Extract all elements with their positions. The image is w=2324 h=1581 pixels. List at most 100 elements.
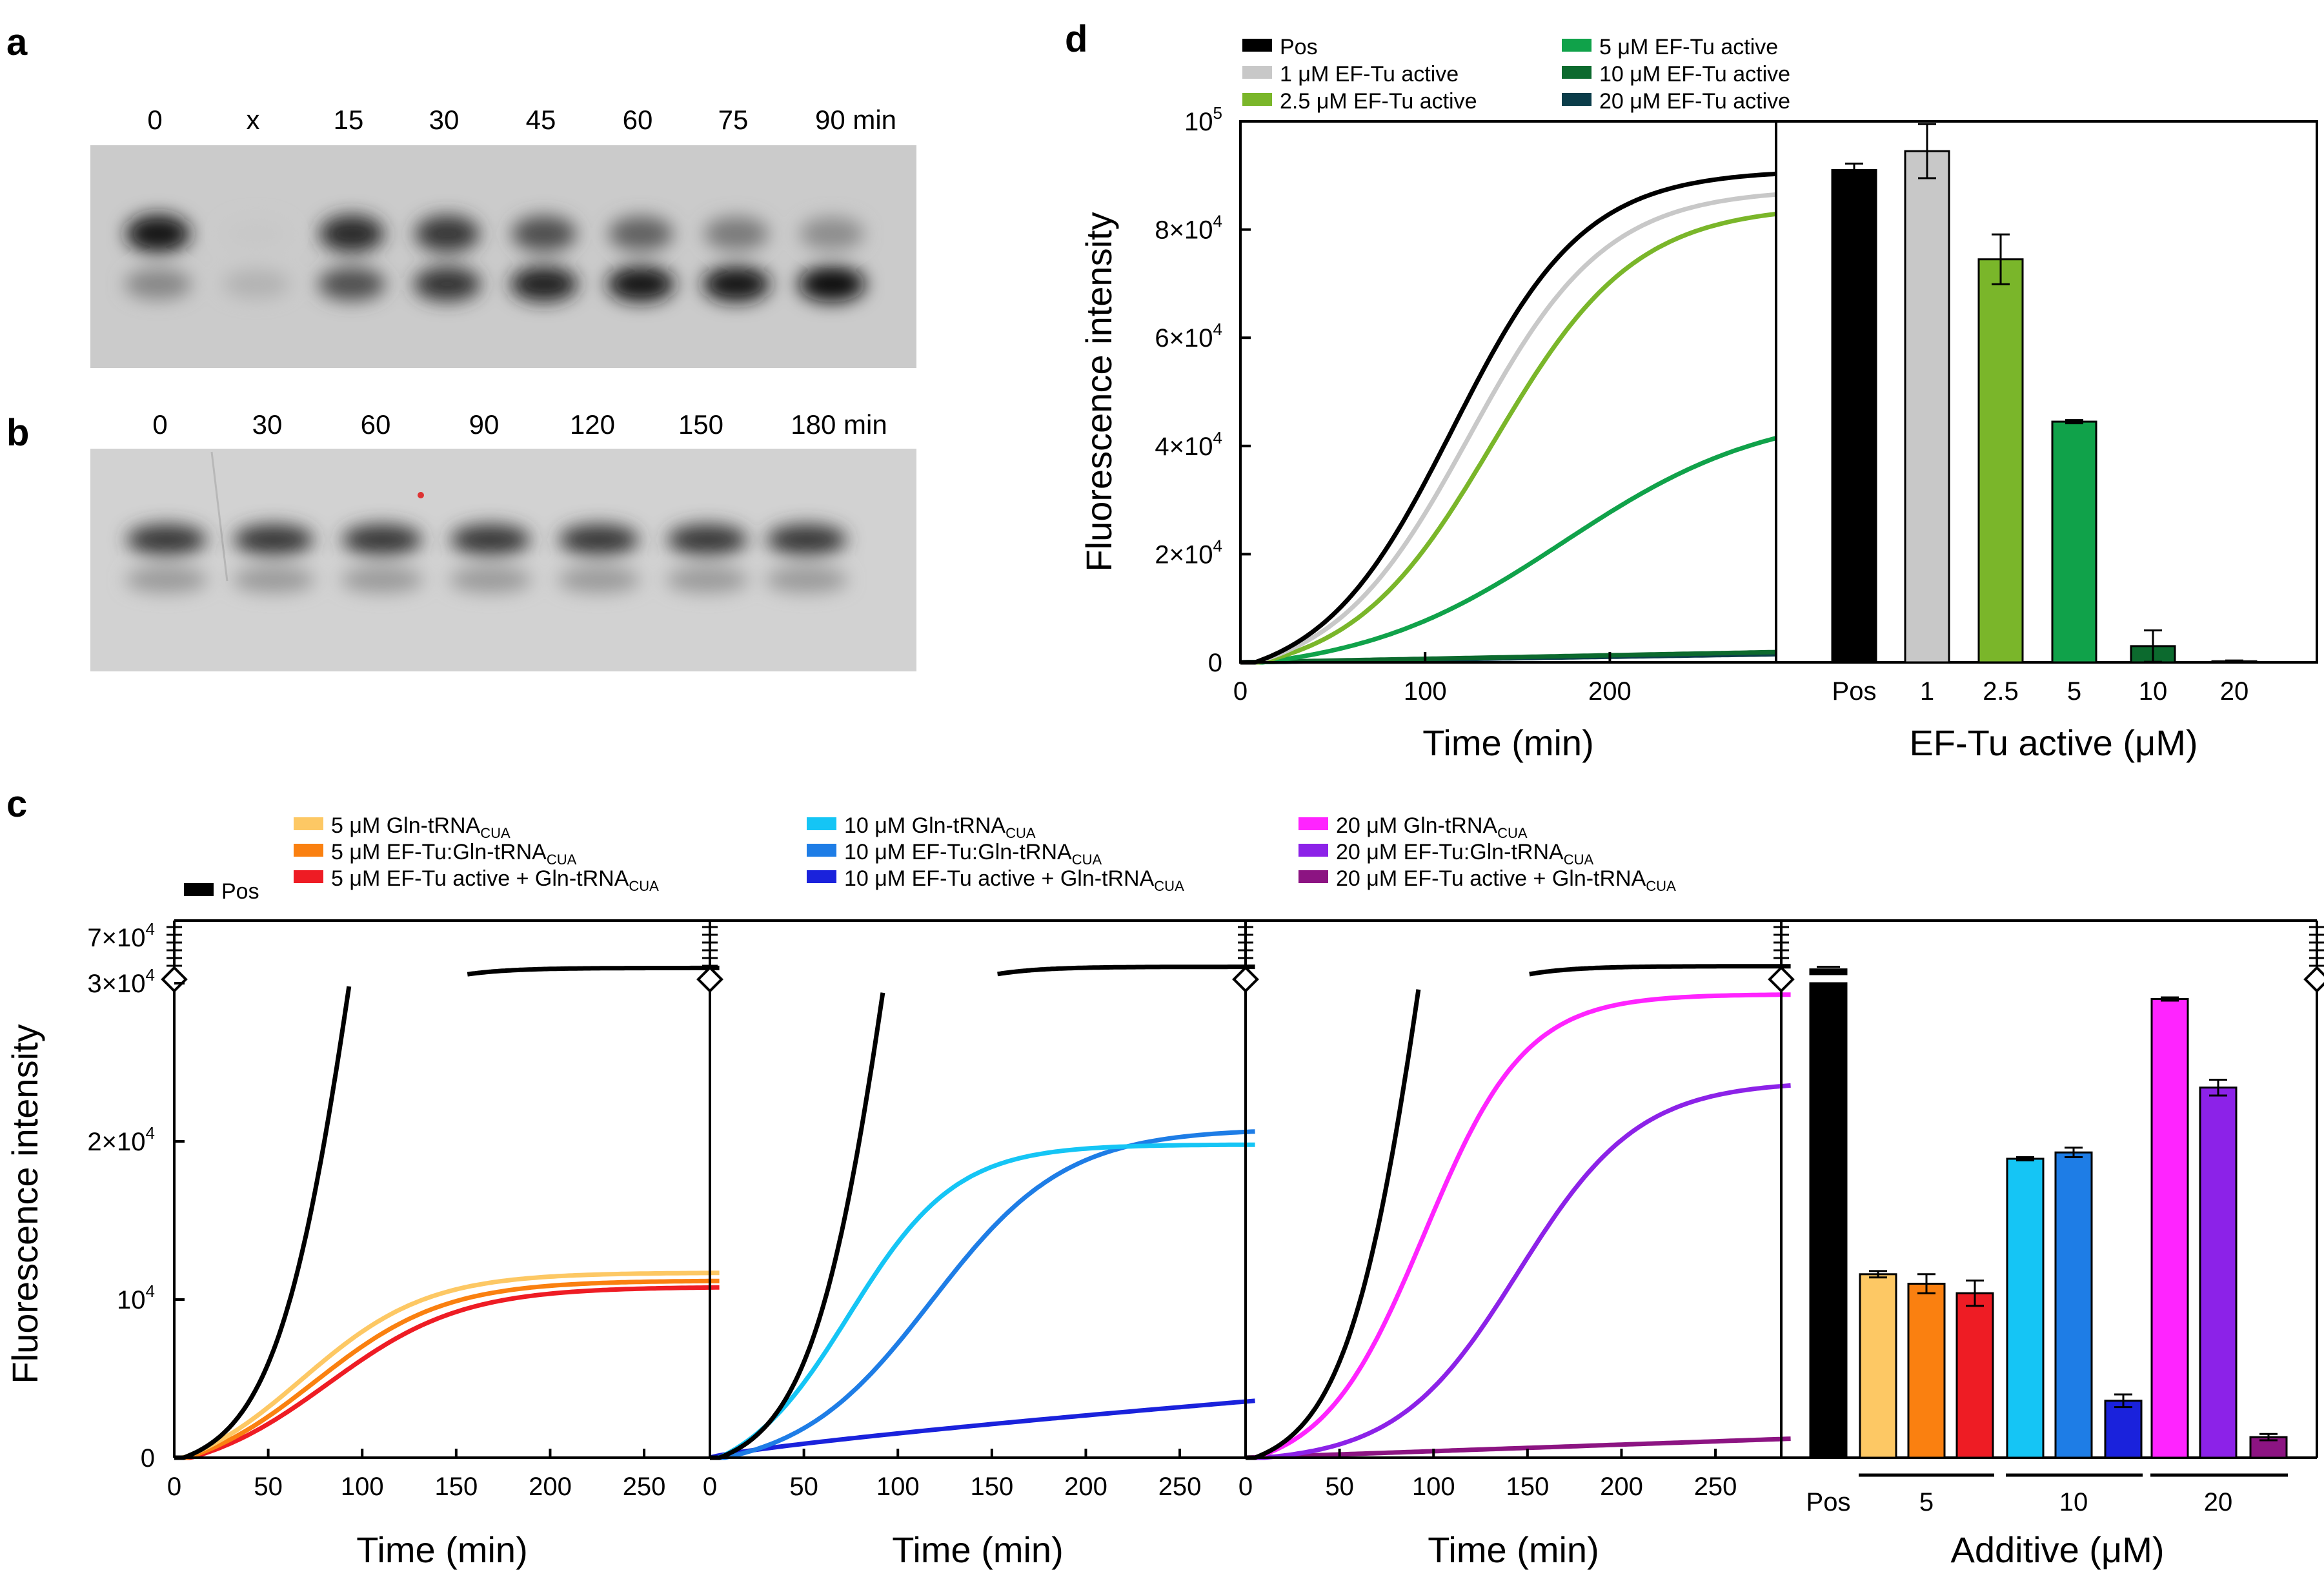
- d-xtick-label: 0: [1233, 677, 1248, 706]
- c-ytick-label: 3×104: [87, 965, 155, 998]
- line-c-c_5_gln: [174, 1270, 720, 1460]
- legend-c-swatch: [1298, 817, 1328, 830]
- legend-d-swatch: [1242, 66, 1272, 79]
- gel-b-lower-band: [558, 567, 640, 593]
- chart-d-bar-xlabel: EF-Tu active (μM): [1909, 722, 2198, 763]
- chart-c-ylabel: Fluorescence intensity: [5, 1024, 45, 1383]
- c-xtick-label: 50: [789, 1473, 818, 1501]
- line-c-c_20_eftu_gln: [1246, 1083, 1791, 1460]
- chart-c-bar-xlabel: Additive (μM): [1951, 1529, 2165, 1570]
- line-c-pos: [1245, 989, 1421, 1460]
- legend-d-swatch: [1562, 39, 1591, 52]
- d-bar-category-label: 10: [2139, 677, 2168, 706]
- line-c-c_10_gln: [710, 1142, 1255, 1460]
- panel-label-c: c: [6, 783, 27, 825]
- legend-c-label: 10 μM EF-Tu:Gln-tRNACUA: [844, 840, 1102, 868]
- chart-d-line: 0 2×104 4×104 6×104 8×104 105 0 100 200 Fluoresc…: [1078, 103, 1777, 763]
- legend-d-label: 5 μM EF-Tu active: [1599, 35, 1778, 59]
- legend-c-swatch: [294, 870, 323, 883]
- bar-c-c_5_eftu_gln: [1907, 1283, 1946, 1459]
- gel-b-upper-band: [667, 524, 747, 555]
- gel-b-lower-band: [232, 567, 315, 593]
- gel-b-lane-label: 30: [252, 409, 283, 440]
- gel-b-background: [90, 449, 916, 671]
- c-ytick-label: 7×104: [87, 919, 155, 952]
- legend-d-label: Pos: [1280, 35, 1318, 59]
- line-c-pos: [997, 964, 1256, 977]
- bar-d-d_5: [2051, 420, 2097, 664]
- gel-b-upper-band: [450, 524, 530, 555]
- legend-d-swatch: [1562, 93, 1591, 106]
- gel-a-lower-band: [703, 266, 770, 302]
- c-xtick-label: 100: [876, 1473, 920, 1501]
- legend-d-label: 1 μM EF-Tu active: [1280, 62, 1459, 87]
- c-xlabel: Time (min): [356, 1529, 527, 1570]
- bar-c-pos-upper: [1809, 968, 1848, 975]
- legend-c-swatch: [807, 817, 836, 830]
- c-xtick-label: 0: [167, 1473, 181, 1501]
- d-ytick-label: 6×104: [1155, 320, 1222, 352]
- line-c-c_20_active: [1245, 1436, 1791, 1460]
- d-ytick-label: 2×104: [1155, 536, 1222, 569]
- gel-b-lane-label: 180 min: [791, 409, 887, 440]
- panel-label-b: b: [6, 412, 29, 454]
- gel-a-lower-band: [510, 266, 578, 302]
- c-axis-break-mark: [696, 966, 723, 993]
- c-bar-group-label: 20: [2204, 1488, 2233, 1516]
- bar-c-c_20_gln: [2150, 998, 2189, 1459]
- d-ytick-label: 8×104: [1155, 212, 1222, 245]
- gel-b-upper-band: [559, 524, 639, 555]
- gel-b-upper-band: [234, 524, 314, 555]
- c-ytick-label: 104: [117, 1281, 155, 1314]
- chart-d-ylabel: Fluorescence intensity: [1078, 212, 1119, 571]
- bar-c-c_5_gln: [1859, 1273, 1897, 1459]
- legend-c-label: 5 μM EF-Tu active + Gln-tRNACUA: [331, 866, 659, 894]
- gel-b-lane-label: 150: [678, 409, 723, 440]
- legend-d-label: 20 μM EF-Tu active: [1599, 89, 1790, 114]
- gel-a-upper-band: [609, 216, 673, 252]
- gel-b-lane-label: 60: [361, 409, 391, 440]
- panel-label-a: a: [6, 21, 28, 63]
- d-ytick-label: 105: [1184, 103, 1222, 136]
- bar-c-c_10_gln: [2006, 1158, 2045, 1459]
- gel-a-lane-label: 90 min: [815, 105, 896, 135]
- gel-b-lower-band: [125, 567, 208, 593]
- d-ytick-label: 4×104: [1155, 428, 1222, 461]
- line-d-d_2_5: [1240, 211, 1777, 665]
- c-axis-break-mark: [161, 966, 188, 993]
- gel-a-lower-band: [607, 266, 674, 302]
- legend-c-label: 20 μM EF-Tu:Gln-tRNACUA: [1336, 840, 1593, 868]
- legend-d-swatch: [1242, 39, 1272, 52]
- c-xtick-label: 250: [1158, 1473, 1202, 1501]
- legend-c-label: 5 μM Gln-tRNACUA: [331, 813, 510, 841]
- legend-c-label: 20 μM EF-Tu active + Gln-tRNACUA: [1336, 866, 1676, 894]
- gel-a-upper-band: [704, 216, 769, 251]
- bar-d-d_1: [1904, 150, 1950, 664]
- legend-c-label: 20 μM Gln-tRNACUA: [1336, 813, 1528, 841]
- gel-a: 0 x 15 30 45 60 75 90 min: [90, 105, 916, 368]
- c-xtick-label: 150: [434, 1473, 478, 1501]
- bar-d-d_2_5: [1977, 258, 2024, 664]
- gel-b-red-speck: [418, 492, 424, 498]
- line-d-d_1: [1240, 192, 1777, 665]
- gel-b-lane-label: 0: [152, 409, 167, 440]
- legend-c-swatch: [294, 844, 323, 857]
- c-xtick-label: 50: [254, 1473, 283, 1501]
- legend-c-label: 10 μM EF-Tu active + Gln-tRNACUA: [844, 866, 1184, 894]
- bar-c-c_20_eftu_gln: [2199, 1086, 2238, 1459]
- gel-a-lower-band: [414, 267, 481, 301]
- gel-b-lower-band: [765, 567, 848, 593]
- legend-c-swatch: [807, 870, 836, 883]
- c-xtick-label: 0: [703, 1473, 717, 1501]
- c-xtick-label: 250: [1694, 1473, 1737, 1501]
- legend-d-swatch: [1562, 66, 1591, 79]
- bar-c-c_10_active: [2104, 1400, 2143, 1459]
- legend-c-swatch: [807, 844, 836, 857]
- d-bar-category-label: 5: [2067, 677, 2081, 706]
- gel-a-upper-band: [126, 214, 190, 253]
- gel-a-lane-label: 45: [526, 105, 556, 135]
- c-xtick-label: 150: [1506, 1473, 1549, 1501]
- c-xlabel: Time (min): [1428, 1529, 1599, 1570]
